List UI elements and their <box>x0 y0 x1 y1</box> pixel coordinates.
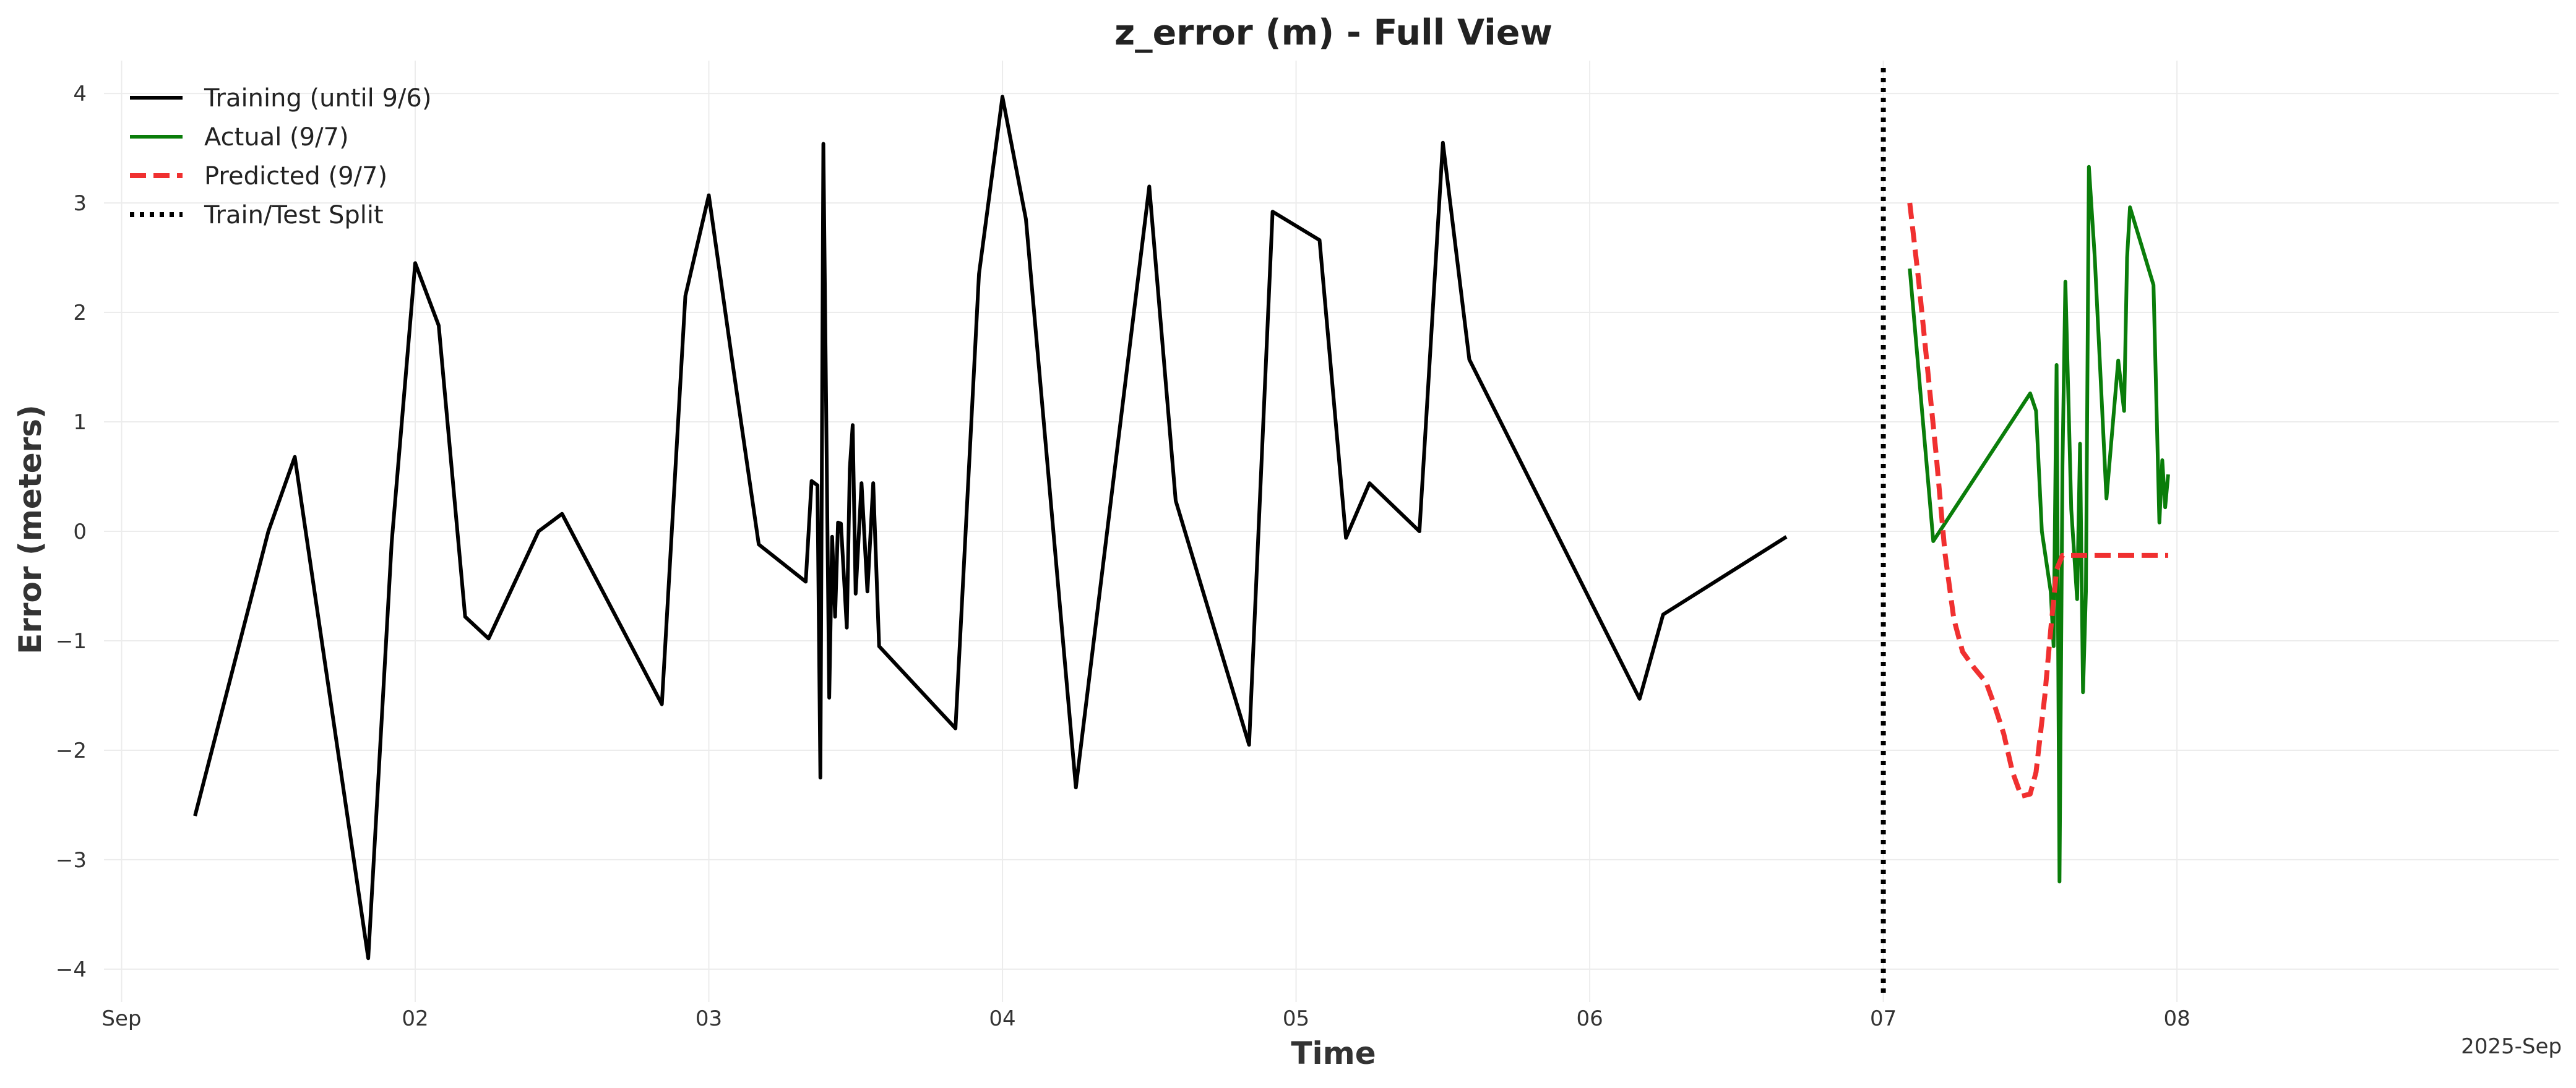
y-tick-label: 0 <box>73 520 87 544</box>
x-axis-label: Time <box>1291 1035 1376 1071</box>
legend-entry: Training (until 9/6) <box>204 84 431 113</box>
series-line-2 <box>1907 202 2168 799</box>
x-axis-offset-label: 2025-Sep <box>2461 1034 2562 1059</box>
y-tick-label: −4 <box>56 957 87 982</box>
x-tick-label: 08 <box>2163 1006 2190 1031</box>
y-tick-label: 4 <box>73 82 87 106</box>
legend-entry: Actual (9/7) <box>204 123 349 152</box>
y-tick-label: −3 <box>56 848 87 873</box>
legend-entry: Predicted (9/7) <box>204 162 387 191</box>
grid <box>104 61 2559 1002</box>
legend-entry: Train/Test Split <box>204 201 384 229</box>
y-tick-label: 2 <box>73 301 87 325</box>
x-tick-label: 06 <box>1576 1006 1603 1031</box>
y-tick-label: −2 <box>56 739 87 763</box>
x-tick-label: 05 <box>1283 1006 1309 1031</box>
x-tick-label: 02 <box>402 1006 428 1031</box>
chart-title: z_error (m) - Full View <box>1114 12 1553 53</box>
y-axis-label: Error (meters) <box>12 405 48 654</box>
y-axis-ticks: −4 −3 −2 −1 0 1 2 3 4 <box>56 82 87 982</box>
series-group <box>193 68 2170 993</box>
y-tick-label: −1 <box>56 629 87 654</box>
x-axis-ticks: Sep 02 03 04 05 06 07 08 <box>101 1006 2190 1031</box>
legend: Training (until 9/6) Actual (9/7) Predicte… <box>130 84 431 229</box>
x-tick-label: 07 <box>1870 1006 1897 1031</box>
series-line-0 <box>193 95 1788 961</box>
x-tick-label: 03 <box>696 1006 722 1031</box>
x-tick-label: Sep <box>101 1006 141 1031</box>
series-line-1 <box>1908 165 2170 884</box>
y-tick-label: 1 <box>73 410 87 435</box>
x-tick-label: 04 <box>989 1006 1015 1031</box>
y-tick-label: 3 <box>73 191 87 216</box>
